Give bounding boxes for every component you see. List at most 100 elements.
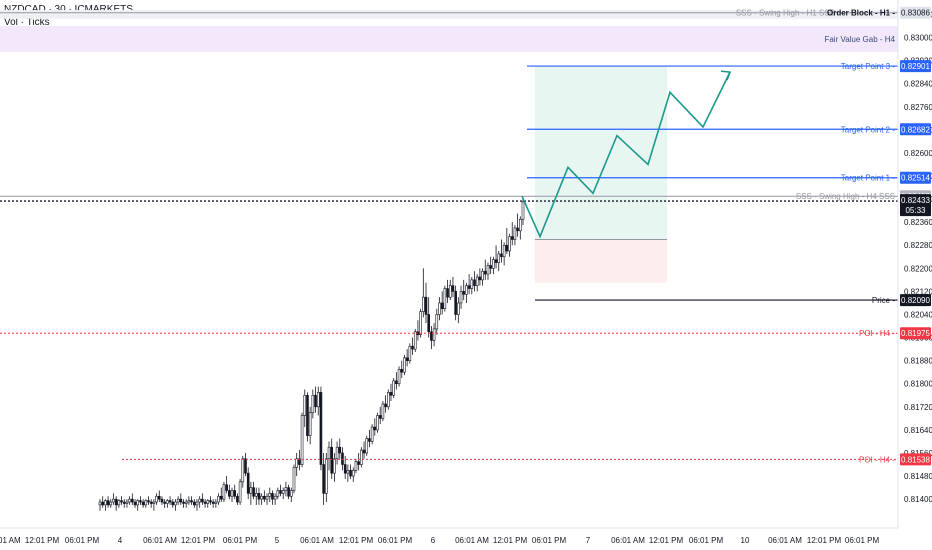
- candle: [440, 291, 444, 315]
- candle-body: [389, 392, 393, 396]
- candle: [190, 496, 193, 505]
- projection-arrow-icon: [720, 70, 732, 81]
- candle: [454, 285, 457, 321]
- candle: [413, 328, 417, 352]
- candle: [457, 297, 460, 324]
- candle: [378, 406, 382, 425]
- projection-path: [521, 71, 731, 239]
- candle: [279, 484, 282, 497]
- target-point-1-price-tag: 0.82514: [900, 171, 931, 184]
- y-tick-label: 0.83000: [904, 34, 932, 43]
- candle: [322, 452, 325, 505]
- candle-body: [397, 369, 401, 385]
- candle-body: [131, 498, 134, 503]
- y-tick-label: 0.82600: [904, 149, 932, 158]
- candle-body: [287, 487, 290, 497]
- candle: [521, 199, 525, 226]
- candle: [478, 268, 482, 286]
- y-tick-label: 0.81720: [904, 403, 932, 412]
- target-point-2-label: Target Point 2 -: [841, 125, 896, 134]
- candle-body: [152, 501, 156, 504]
- candle-body: [370, 426, 374, 442]
- candle-body: [238, 481, 242, 503]
- position-target-zone: [535, 66, 667, 240]
- candle: [271, 490, 274, 505]
- candle-body: [373, 426, 377, 431]
- y-tick-label: 0.82200: [904, 264, 932, 273]
- candle-body: [192, 501, 196, 506]
- candle-body: [273, 495, 277, 500]
- candle: [346, 464, 350, 482]
- candle: [203, 499, 207, 508]
- candle-body: [483, 270, 487, 275]
- candle: [131, 493, 134, 505]
- target-point-3-price-tag: 0.82901: [900, 60, 931, 73]
- candle: [473, 271, 476, 292]
- candle: [139, 496, 142, 505]
- candle: [351, 467, 355, 482]
- candle-body: [244, 458, 247, 474]
- candle-body: [443, 288, 447, 310]
- candle: [368, 429, 371, 448]
- price-tag-bg: [900, 453, 931, 466]
- candle-body: [508, 236, 511, 252]
- candle: [462, 279, 466, 301]
- candle-body: [276, 490, 280, 497]
- sss-swing-high-h4-label: SSS - Swing High - H4 SSS: [796, 192, 895, 201]
- candle: [311, 389, 315, 419]
- candle-body: [198, 498, 201, 503]
- candle-body: [400, 369, 404, 373]
- candle: [335, 441, 339, 465]
- candle-body: [327, 446, 331, 460]
- candle-body: [233, 490, 237, 497]
- price-tag-text: 0.82682: [901, 125, 930, 134]
- candle-body: [149, 501, 153, 504]
- candle-body: [454, 291, 457, 315]
- candle-body: [128, 498, 131, 503]
- candle-body: [246, 472, 250, 494]
- x-tick-label: 06:01 PM: [845, 536, 880, 545]
- candle: [500, 239, 503, 263]
- candle: [168, 496, 172, 505]
- candle-body: [206, 500, 210, 504]
- candle-body: [465, 285, 468, 295]
- candle-body: [322, 464, 325, 494]
- candle: [516, 213, 519, 237]
- candle-body: [395, 380, 398, 385]
- candle: [354, 458, 358, 474]
- candle: [395, 372, 398, 390]
- candle: [144, 499, 148, 508]
- candle-body: [448, 285, 452, 298]
- candle: [432, 323, 436, 347]
- candle: [106, 496, 110, 508]
- x-tick-label: 06:01 PM: [532, 536, 567, 545]
- candle-body: [168, 500, 172, 503]
- fair-value-gap-zone: [0, 25, 898, 52]
- candle-body: [430, 331, 433, 341]
- x-tick-label: 06:01 PM: [689, 536, 724, 545]
- price-tag-bg: [900, 204, 931, 217]
- candle-body: [300, 415, 304, 465]
- candle: [155, 493, 158, 505]
- candle-body: [289, 490, 293, 497]
- candle: [284, 481, 288, 497]
- poi-h4-upper-price-tag: 0.81975: [900, 327, 931, 340]
- candle-body: [201, 498, 204, 503]
- candle-body: [141, 501, 145, 506]
- candle: [435, 308, 439, 335]
- candle: [400, 360, 404, 378]
- candle-body: [486, 265, 490, 275]
- candle-body: [147, 500, 150, 503]
- candle: [206, 499, 210, 508]
- candle-body: [405, 357, 409, 361]
- x-tick-label: 5: [275, 536, 280, 545]
- candle-body: [438, 302, 441, 315]
- candle-body: [424, 296, 428, 315]
- candle-body: [292, 467, 296, 491]
- candle-body: [98, 501, 102, 506]
- y-tick-label: 0.82120: [904, 287, 932, 296]
- candle: [308, 406, 312, 445]
- candle: [295, 452, 298, 477]
- candle: [451, 276, 455, 298]
